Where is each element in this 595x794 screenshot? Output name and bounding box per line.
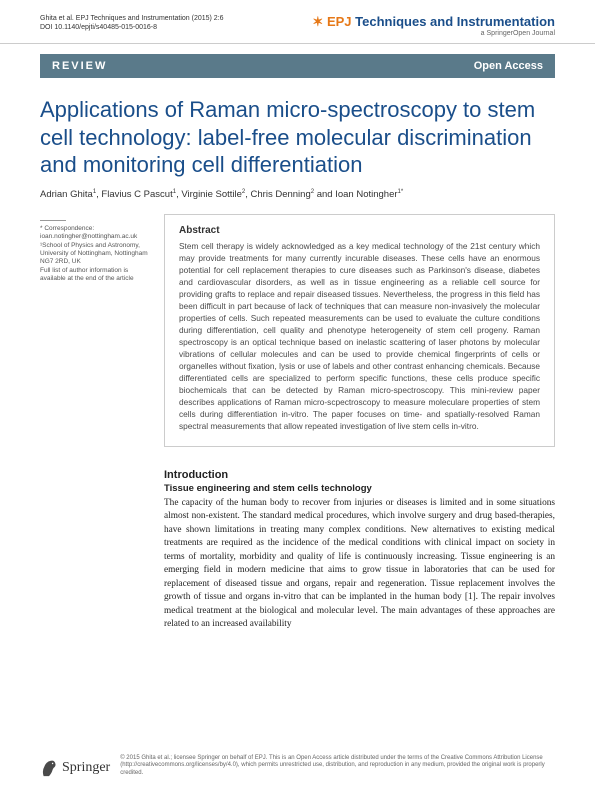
springer-logo: Springer — [40, 758, 110, 778]
correspondence-note: Full list of author information is avail… — [40, 267, 150, 284]
journal-subtitle: a SpringerOpen Journal — [312, 30, 555, 37]
brand-epj: EPJ — [327, 14, 352, 29]
brand-rest: Techniques and Instrumentation — [355, 14, 555, 29]
citation-line1: Ghita et al. EPJ Techniques and Instrume… — [40, 14, 224, 23]
abstract-box: Abstract Stem cell therapy is widely ack… — [164, 214, 555, 447]
correspondence-affil: ¹School of Physics and Astronomy, Univer… — [40, 242, 150, 267]
correspondence-rule — [40, 220, 66, 221]
springer-horse-icon — [40, 758, 58, 778]
review-label: REVIEW — [52, 60, 107, 72]
intro-subheading: Tissue engineering and stem cells techno… — [164, 483, 555, 494]
abstract-text: Stem cell therapy is widely acknowledged… — [179, 240, 540, 432]
open-access-label: Open Access — [474, 60, 543, 72]
page-header: Ghita et al. EPJ Techniques and Instrume… — [0, 0, 595, 44]
page-footer: Springer © 2015 Ghita et al.; licensee S… — [40, 755, 555, 778]
journal-title: ✶ EPJ Techniques and Instrumentation — [312, 14, 555, 30]
intro-body: The capacity of the human body to recove… — [164, 497, 555, 632]
meta-row: * Correspondence: ioan.notingher@notting… — [40, 214, 555, 447]
brand-star-icon: ✶ — [312, 14, 323, 29]
intro-heading: Introduction — [164, 469, 555, 481]
springer-text: Springer — [62, 760, 110, 776]
article-type-banner: REVIEW Open Access — [40, 54, 555, 78]
journal-brand: ✶ EPJ Techniques and Instrumentation a S… — [312, 14, 555, 37]
authors-list: Adrian Ghita1, Flavius C Pascut1, Virgin… — [40, 189, 555, 200]
citation-line2: DOI 10.1140/epjti/s40485-015-0016-8 — [40, 23, 224, 32]
abstract-heading: Abstract — [179, 225, 540, 236]
introduction-section: Introduction Tissue engineering and stem… — [164, 469, 555, 632]
correspondence-email: ioan.notingher@nottingham.ac.uk — [40, 233, 150, 241]
citation: Ghita et al. EPJ Techniques and Instrume… — [40, 14, 224, 32]
license-text: © 2015 Ghita et al.; licensee Springer o… — [120, 755, 555, 778]
article-title: Applications of Raman micro-spectroscopy… — [40, 96, 555, 179]
correspondence-label: * Correspondence: — [40, 225, 150, 233]
correspondence-block: * Correspondence: ioan.notingher@notting… — [40, 214, 150, 447]
